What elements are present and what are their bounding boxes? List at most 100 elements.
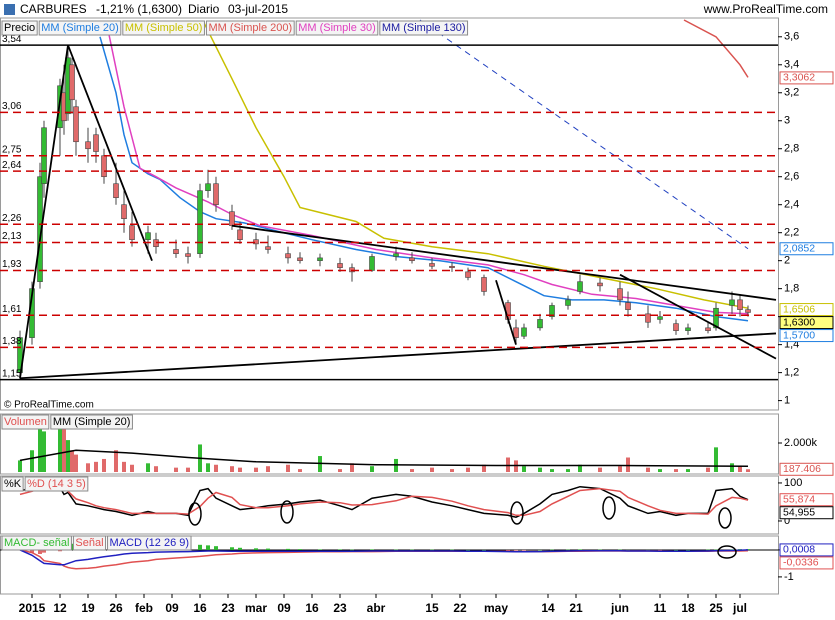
volume-bar [686,469,690,472]
candle-body [145,232,151,240]
legend-box [50,414,133,430]
histogram-bar [598,549,602,551]
histogram-bar [538,549,542,551]
volume-bar [466,467,470,472]
histogram-bar [646,549,650,551]
candle-body [617,288,623,301]
volume-bar [74,454,78,472]
volume-bar [430,467,434,472]
value-tag-label: 1,6300 [783,316,815,328]
histogram-bar [238,547,242,550]
level-label: 2,13 [2,231,22,242]
value-tag-label: 55,874 [783,494,815,506]
trendline [419,19,749,250]
legend-box [72,535,107,551]
candle-body [113,183,119,199]
candle-body [73,106,79,143]
y-tick-label: 3 [784,115,790,127]
candle-body [37,176,43,282]
x-tick-label: jul [732,601,747,615]
candle-body [737,299,743,310]
candle-body [121,204,127,219]
x-tick-label: 11 [654,601,667,615]
value-tag-label: 2,0852 [783,243,815,255]
app-icon [4,4,15,15]
y-tick-label: 2,2 [784,227,799,239]
candle-body [69,64,75,101]
volume-bar [266,466,270,472]
histogram-bar [566,549,570,551]
histogram-bar [350,549,354,551]
value-tag-label: 187.406 [783,463,821,475]
value-tag-label: 3,3062 [783,72,815,84]
histogram-bar [338,549,342,550]
candle-body [197,190,203,254]
legend-box [1,414,50,430]
legend-box [24,476,89,492]
volume-bar [746,469,750,472]
y-tick-label: 100 [784,477,802,489]
candle-body [337,263,343,268]
histogram-bar [686,549,690,551]
plot-area [19,485,749,518]
histogram-bar [30,549,34,553]
histogram-bar [370,549,374,550]
candle-body [521,327,527,337]
histogram-bar [298,549,302,550]
circle-annotation [718,507,732,529]
candle-body [285,253,291,259]
legend-label: MACD- señal [4,537,69,549]
plot-area [17,19,777,380]
trendline [19,45,69,379]
candle-body [409,257,415,261]
series-line [99,36,749,322]
histogram-bar [730,549,734,550]
legend-box [1,476,24,492]
volume-bar [626,457,630,472]
x-tick-label: jun [610,601,629,615]
volume-bar [338,469,342,472]
x-tick-label: 09 [277,601,291,615]
candle-body [657,316,663,320]
x-tick-label: 21 [569,601,583,615]
x-tick-label: 19 [81,601,95,615]
legend-label: MM (Simple 130) [382,22,466,34]
level-label: 2,64 [2,160,22,171]
histogram-bar [286,548,290,550]
volume-bar [646,467,650,472]
trendline [19,332,777,380]
circle-annotation [280,500,294,524]
value-tag-label: 0,0008 [783,544,815,556]
histogram-bar [70,543,74,550]
candle-body [265,246,271,250]
candle-body [729,299,735,306]
volume-bar [618,466,622,472]
candle-body [317,257,323,261]
value-tag [779,556,834,570]
trendline [231,224,777,301]
volume-bar [506,457,510,472]
legend-label: Precio [4,22,35,34]
circle-annotation [188,502,202,526]
x-tick-label: 16 [305,601,319,615]
y-tick-label: 2 [784,255,790,267]
candle-body [297,257,303,261]
y-tick-label: 3,2 [784,87,799,99]
x-tick-label: 23 [333,601,347,615]
legend-label: Señal [75,537,103,549]
x-tick-label: mar [245,601,267,615]
volume-bar [658,469,662,472]
histogram-bar [482,549,486,551]
candle-body [429,263,435,267]
legend-label: MM (Simple 50) [125,22,203,34]
histogram-bar [266,548,270,550]
plot-area [18,418,750,472]
histogram-bar [318,549,322,550]
legend-label: %D (14 3 5) [27,478,86,490]
volume-bar [206,463,210,472]
histogram-bar [430,549,434,551]
volume-bar [410,469,414,472]
